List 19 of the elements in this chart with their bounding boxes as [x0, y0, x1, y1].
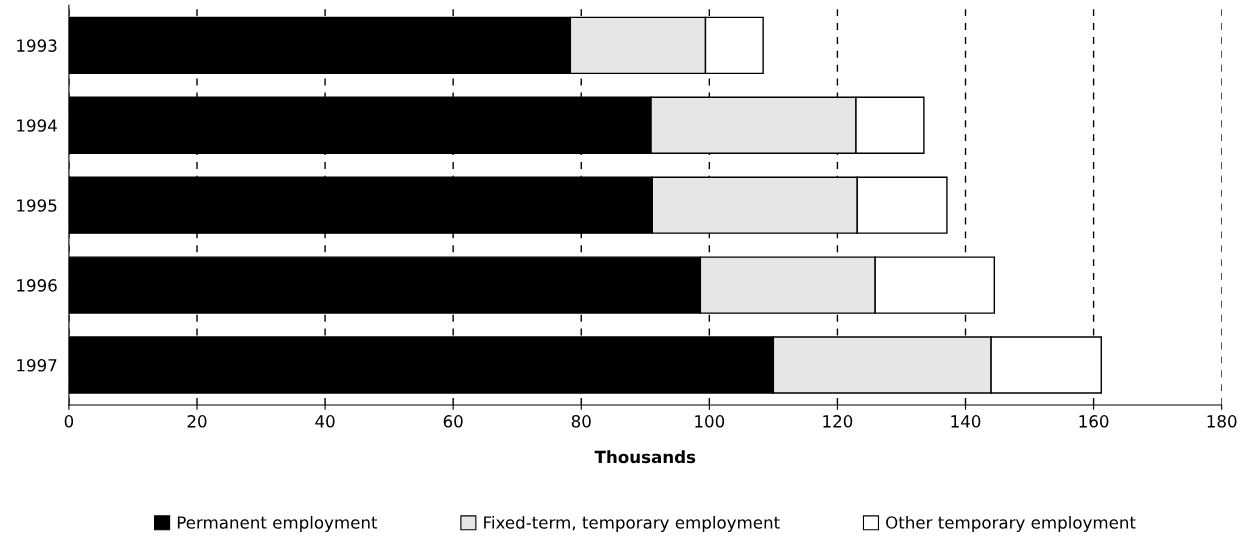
legend-label: Fixed-term, temporary employment: [484, 515, 780, 533]
x-tick-label: 0: [64, 415, 74, 428]
x-tick-label: 100: [695, 415, 725, 428]
x-tick-label: 20: [187, 415, 207, 428]
x-tick-label: 120: [823, 415, 853, 428]
y-tick-label: 1993: [17, 39, 57, 52]
x-tick-label: 60: [443, 415, 463, 428]
x-tick-label: 140: [951, 415, 981, 428]
y-tick-label: 1995: [17, 199, 57, 212]
x-tick-label: 40: [315, 415, 335, 428]
x-tick-label: 160: [1079, 415, 1109, 428]
legend-label: Other temporary employment: [886, 515, 1136, 533]
x-axis-title: Thousands: [594, 450, 696, 464]
x-tick-label: 80: [571, 415, 591, 428]
y-tick-label: 1994: [17, 119, 57, 132]
legend-label: Permanent employment: [177, 515, 378, 533]
x-tick-label: 180: [1207, 415, 1237, 428]
y-tick-label: 1996: [17, 279, 57, 292]
y-tick-label: 1997: [17, 359, 57, 372]
